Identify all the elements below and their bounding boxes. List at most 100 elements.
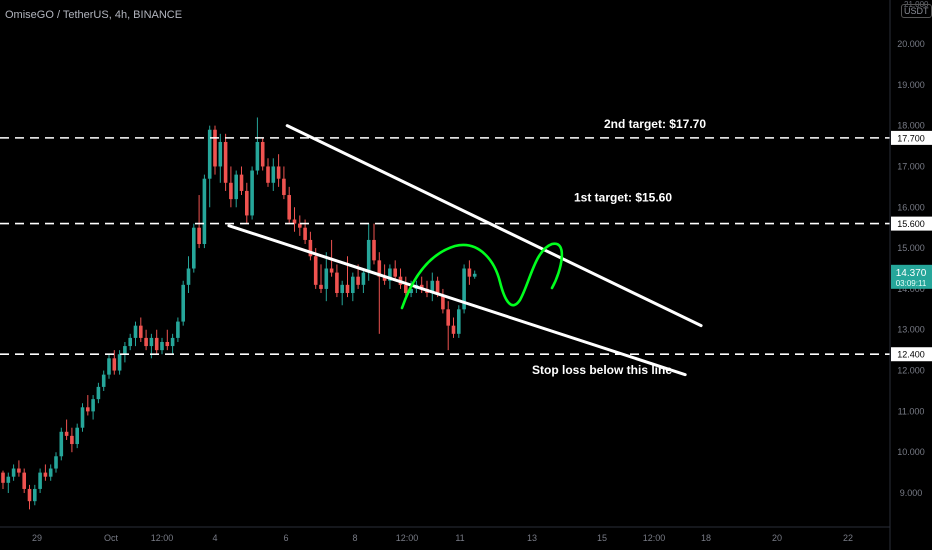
candle bbox=[38, 468, 42, 494]
candle bbox=[154, 329, 159, 355]
time-tick-label: 29 bbox=[32, 533, 42, 543]
candle bbox=[430, 272, 435, 302]
candle-body bbox=[38, 472, 42, 489]
candle-body bbox=[96, 386, 101, 400]
price-tick-label: 11.000 bbox=[898, 406, 925, 416]
candle-body bbox=[154, 337, 159, 351]
candle bbox=[361, 268, 366, 294]
price-level-tag bbox=[891, 130, 932, 145]
candle bbox=[112, 350, 117, 375]
candle-body bbox=[340, 284, 344, 294]
candle-body bbox=[149, 337, 154, 347]
price-tick-label: 14.000 bbox=[897, 284, 925, 294]
candle bbox=[351, 272, 355, 302]
candle bbox=[165, 329, 170, 351]
price-tick-label: 15.000 bbox=[897, 243, 925, 253]
candle-body bbox=[197, 227, 201, 245]
symbol-title: OmiseGO / TetherUS, 4h, BINANCE bbox=[5, 9, 183, 21]
time-tick-label: Oct bbox=[104, 533, 119, 543]
candle-body bbox=[239, 174, 244, 191]
candle-body bbox=[17, 468, 21, 473]
candle bbox=[11, 464, 16, 481]
candle bbox=[213, 125, 217, 175]
candle bbox=[276, 154, 281, 187]
candle-body bbox=[324, 268, 329, 289]
projection-squiggle bbox=[400, 242, 564, 310]
candle bbox=[160, 337, 164, 355]
candle-body bbox=[234, 174, 238, 200]
price-level-label: 15.600 bbox=[897, 219, 925, 229]
candle bbox=[266, 158, 270, 187]
candle bbox=[176, 317, 180, 342]
price-tick-label: 9.000 bbox=[900, 488, 923, 498]
candle bbox=[292, 207, 297, 232]
price-level-tag bbox=[891, 216, 932, 231]
candle bbox=[239, 166, 244, 196]
candle-body bbox=[213, 129, 217, 167]
countdown-timer-label: 03:09:11 bbox=[896, 279, 927, 288]
candle bbox=[207, 125, 212, 208]
candle bbox=[451, 317, 456, 338]
candle-body bbox=[6, 476, 11, 483]
candle bbox=[393, 260, 397, 281]
price-tick-label: 10.000 bbox=[897, 447, 925, 457]
candle-body bbox=[441, 295, 445, 310]
candle-body bbox=[170, 337, 175, 347]
candle-body bbox=[11, 468, 16, 477]
candle-body bbox=[202, 178, 207, 245]
candle bbox=[133, 321, 138, 347]
candle bbox=[80, 403, 85, 432]
price-tick-label: 17.000 bbox=[897, 161, 925, 171]
candle-body bbox=[1, 472, 5, 483]
time-axis: 29 Oct 12:00 4 6 8 12:00 11 13 15 12:00 18 20 22 bbox=[0, 526, 890, 543]
candle bbox=[1, 470, 5, 489]
candle bbox=[123, 341, 127, 363]
candle-body bbox=[462, 268, 466, 310]
candle bbox=[101, 370, 106, 391]
time-tick-label: 22 bbox=[843, 533, 853, 543]
candle bbox=[419, 276, 424, 294]
candle bbox=[96, 382, 101, 404]
candle bbox=[467, 260, 472, 285]
candle-body bbox=[446, 309, 450, 326]
candle-body bbox=[457, 309, 461, 334]
candle-body bbox=[467, 268, 472, 277]
candle bbox=[223, 133, 228, 191]
candle-body bbox=[229, 182, 233, 200]
candle bbox=[170, 333, 175, 355]
candle bbox=[59, 427, 64, 461]
candle-body bbox=[292, 219, 297, 224]
annotation-text: 1st target: $15.60 bbox=[574, 191, 672, 205]
time-tick-label: 4 bbox=[212, 533, 217, 543]
candle bbox=[22, 468, 26, 494]
candle-body bbox=[313, 256, 318, 285]
candle-body bbox=[128, 337, 132, 347]
candle bbox=[282, 166, 286, 200]
candle bbox=[91, 395, 95, 420]
time-tick-label: 12:00 bbox=[396, 533, 419, 543]
candle-body bbox=[303, 227, 307, 240]
candle-body bbox=[186, 268, 191, 285]
candle-body bbox=[404, 284, 408, 294]
candle bbox=[139, 317, 143, 342]
price-axis: 20.000 19.000 18.000 17.000 16.000 15.000 14.0… bbox=[889, 0, 932, 550]
currency-badge[interactable]: USDT bbox=[901, 4, 932, 18]
candle-body bbox=[382, 276, 387, 281]
candle bbox=[372, 223, 376, 265]
current-price-tag bbox=[891, 264, 932, 289]
candle-body bbox=[91, 399, 95, 412]
candle bbox=[234, 170, 238, 208]
candle-body bbox=[117, 354, 122, 371]
candle-body bbox=[351, 276, 355, 294]
annotation-text: 2nd target: $17.70 bbox=[604, 117, 706, 131]
candle-body bbox=[54, 456, 58, 469]
candle bbox=[54, 452, 58, 473]
candle-body bbox=[266, 166, 270, 183]
candle-body bbox=[245, 190, 249, 216]
candle-body bbox=[218, 141, 223, 167]
candle-body bbox=[319, 284, 323, 289]
annotation-text: Stop loss below this line bbox=[532, 363, 672, 377]
candle-body bbox=[160, 341, 164, 351]
candle-body bbox=[123, 346, 127, 355]
